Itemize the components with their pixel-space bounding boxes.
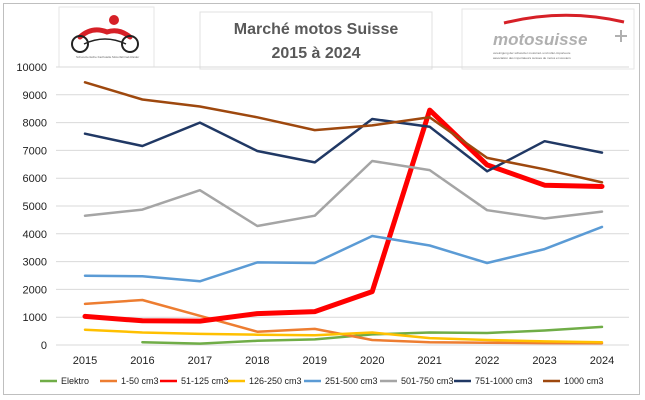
- y-tick-label: 10000: [16, 62, 47, 74]
- x-tick-label: 2021: [417, 355, 441, 367]
- x-axis-ticks: 2015 2016 2017 2018 2019 2020 2021 2022 2023 2024: [73, 355, 614, 367]
- legend-label: 251-500 cm3: [325, 376, 378, 386]
- chart-title-line1: Marché motos Suisse: [234, 21, 399, 38]
- title-box: Marché motos Suisse 2015 à 2024: [199, 11, 433, 70]
- chart-svg: Schweizerische Fachstelle Motorfahrrad-R…: [16, 6, 635, 386]
- y-tick-label: 9000: [23, 90, 47, 102]
- x-tick-label: 2020: [360, 355, 384, 367]
- rear-wheel-icon: [121, 35, 139, 53]
- legend-label: 51-125 cm3: [181, 376, 229, 386]
- legend-label: 1000 cm3: [564, 376, 604, 386]
- x-tick-label: 2016: [130, 355, 154, 367]
- right-logo-tagline-1: vereinigung der schweizer motorrad- und …: [493, 51, 571, 55]
- legend-label: 126-250 cm3: [249, 376, 302, 386]
- left-logo: Schweizerische Fachstelle Motorfahrrad-R…: [58, 6, 155, 68]
- right-logo: motosuisse vereinigung der schweizer mot…: [461, 8, 635, 70]
- chart-title-line2: 2015 à 2024: [272, 45, 361, 62]
- cross-icon: [615, 30, 627, 42]
- x-tick-label: 2024: [590, 355, 614, 367]
- right-logo-tagline-2: association des importateurs suisses de …: [493, 56, 571, 60]
- legend-label: 501-750 cm3: [401, 376, 454, 386]
- front-wheel-icon: [71, 35, 89, 53]
- x-tick-label: 2023: [532, 355, 556, 367]
- x-tick-label: 2022: [475, 355, 499, 367]
- series-line-2: [82, 107, 605, 324]
- gridlines: [56, 66, 629, 346]
- y-tick-label: 3000: [23, 257, 47, 269]
- y-tick-label: 5000: [23, 201, 47, 213]
- chart-frame: Schweizerische Fachstelle Motorfahrrad-R…: [3, 3, 640, 395]
- y-tick-label: 0: [41, 340, 47, 352]
- x-tick-label: 2017: [188, 355, 212, 367]
- y-tick-label: 1000: [23, 312, 47, 324]
- series-line-3: [83, 328, 604, 344]
- rider-head-icon: [109, 15, 119, 25]
- y-tick-label: 2000: [23, 284, 47, 296]
- rider-body-icon: [77, 27, 133, 40]
- series-lines: [82, 81, 605, 345]
- y-tick-label: 4000: [23, 229, 47, 241]
- series-line-5: [83, 159, 604, 228]
- y-tick-label: 6000: [23, 173, 47, 185]
- swoosh-icon: [503, 13, 625, 25]
- x-tick-label: 2019: [303, 355, 327, 367]
- x-tick-label: 2015: [73, 355, 97, 367]
- legend-label: 1-50 cm3: [121, 376, 159, 386]
- series-line-0: [141, 325, 604, 345]
- y-tick-label: 7000: [23, 145, 47, 157]
- series-line-4: [83, 225, 604, 283]
- motosuisse-brand: motosuisse: [493, 30, 587, 49]
- series-line-7: [83, 81, 604, 184]
- y-tick-label: 8000: [23, 118, 47, 130]
- legend-label: 751-1000 cm3: [475, 376, 533, 386]
- x-tick-label: 2018: [245, 355, 269, 367]
- series-line-6: [83, 117, 604, 173]
- left-logo-text: Schweizerische Fachstelle Motorfahrrad-R…: [76, 55, 139, 59]
- y-axis-ticks: 0 1000 2000 3000 4000 5000 6000 7000 8000 9000 100…: [16, 62, 47, 352]
- legend: Elektro 1-50 cm3 51-125 cm3 126-250 cm3 251-…: [40, 376, 604, 386]
- legend-label: Elektro: [61, 376, 89, 386]
